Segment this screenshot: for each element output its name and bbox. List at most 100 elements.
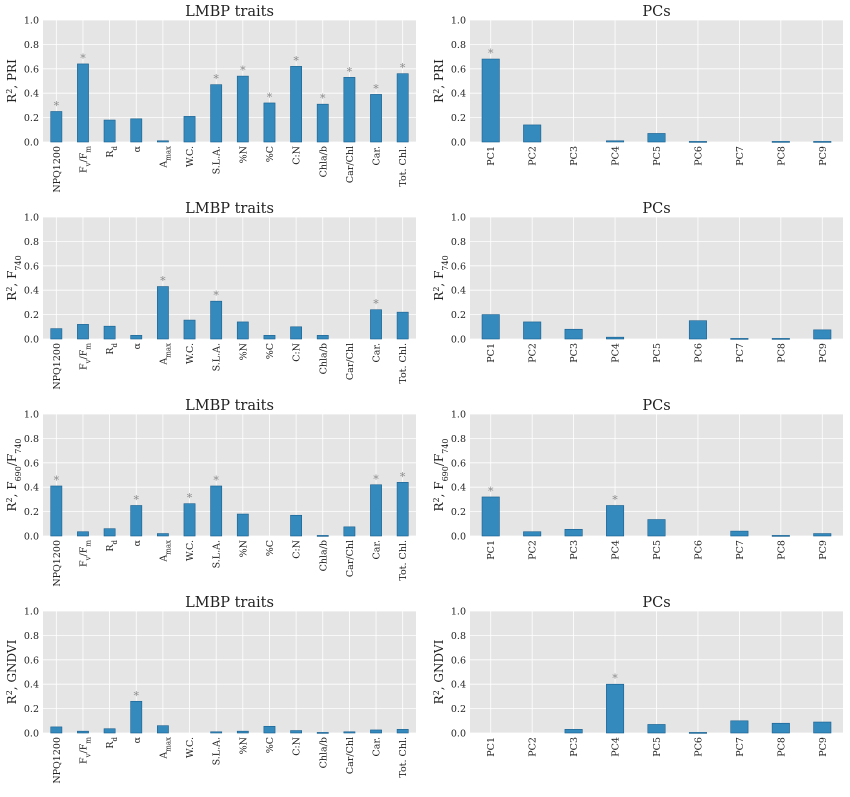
y-tick-label: 0.4 — [451, 286, 466, 297]
significance-mark: * — [373, 82, 379, 95]
significance-mark: * — [187, 492, 193, 505]
significance-mark: * — [160, 275, 166, 288]
panel-title: LMBP traits — [185, 595, 274, 611]
x-tick-label: Car. — [372, 146, 383, 165]
bar-PC9 — [813, 533, 832, 537]
bar-W.C. — [183, 116, 196, 143]
bar-PC8 — [771, 338, 790, 340]
y-tick-label: 1.0 — [451, 607, 466, 618]
bar-S.L.A. — [210, 731, 223, 734]
x-tick-label: PC7 — [735, 737, 746, 757]
x-tick-label: Fv/Fm — [78, 737, 92, 764]
y-tick-label: 0.4 — [24, 89, 39, 100]
x-tick-label: PC7 — [735, 343, 746, 363]
bar-PC7 — [730, 338, 749, 340]
x-tick-label: PC6 — [693, 343, 704, 363]
bar-Amax — [156, 286, 169, 340]
y-tick-label: 0.2 — [24, 507, 39, 518]
x-tick-label: Amax — [158, 540, 172, 563]
x-tick-label: Car. — [372, 343, 383, 362]
bar-Amax — [156, 533, 169, 537]
significance-mark: * — [612, 494, 618, 507]
x-tick-label: Car. — [372, 737, 383, 756]
bar-PC1 — [481, 496, 500, 537]
x-tick-label: C:N — [292, 737, 303, 756]
x-tick-label: α — [132, 736, 143, 743]
y-tick-label: 0.0 — [24, 335, 39, 346]
y-tick-label: 0.4 — [24, 286, 39, 297]
bar-PC6 — [688, 732, 707, 734]
bar-PC8 — [771, 535, 790, 537]
x-tick-label: Fv/Fm — [78, 343, 92, 370]
bar-%N — [236, 513, 249, 537]
bar-Rd — [103, 728, 116, 734]
x-tick-label: C:N — [292, 343, 303, 362]
bar-α — [130, 335, 143, 340]
chart-panel-3: * * * 0.0 0.2 0.4 0.6 0.8 1.0 NPQ1200 Fv/Fm Rd α Amax… — [5, 201, 416, 390]
chart-panel-5: * * * * * * 0.0 0.2 0.4 0.6 0.8 1.0 NPQ1200 Fv/Fm Rd α A… — [5, 398, 416, 587]
x-tick-label: PC2 — [528, 540, 539, 560]
bar-PC9 — [813, 141, 832, 143]
x-tick-label: Car/Chl — [345, 146, 356, 183]
x-tick-label: Tot. Chl. — [398, 737, 409, 778]
x-tick-label: Rd — [105, 736, 119, 748]
bar-%C — [263, 102, 276, 143]
x-tick-label: Fv/Fm — [78, 540, 92, 567]
bar-Car/Chl — [343, 731, 356, 734]
y-tick-label: 0.8 — [451, 434, 466, 445]
x-tick-label: Car/Chl — [345, 737, 356, 774]
bar-S.L.A. — [210, 300, 223, 340]
bar-Chla/b — [316, 335, 329, 340]
y-tick-label: 0.8 — [24, 631, 39, 642]
bar-Amax — [156, 725, 169, 734]
x-tick-label: PC1 — [486, 343, 497, 363]
y-axis-label: R2, F740 — [432, 255, 450, 300]
bar-NPQ1200 — [50, 726, 63, 734]
y-tick-label: 0.8 — [451, 631, 466, 642]
chart-panel-8: * 0.0 0.2 0.4 0.6 0.8 1.0 PC1 PC2 PC3 PC4 PC5 PC6 PC7… — [432, 595, 843, 757]
bar-PC6 — [688, 320, 707, 340]
x-tick-label: PC6 — [693, 146, 704, 166]
bar-Tot. Chl. — [396, 311, 409, 340]
significance-mark: * — [213, 289, 219, 302]
x-tick-label: %N — [238, 737, 249, 754]
x-tick-label: Amax — [158, 737, 172, 760]
y-tick-label: 1.0 — [24, 213, 39, 224]
bar-Rd — [103, 528, 116, 537]
y-tick-label: 0.0 — [24, 138, 39, 149]
significance-mark: * — [612, 672, 618, 685]
bar-W.C. — [183, 319, 196, 340]
significance-mark: * — [293, 54, 299, 67]
bar-Chla/b — [316, 732, 329, 734]
x-tick-label: PC9 — [818, 146, 829, 166]
y-tick-label: 0.4 — [451, 89, 466, 100]
x-tick-label: PC1 — [486, 540, 497, 560]
x-tick-label: Tot. Chl. — [398, 146, 409, 187]
y-tick-label: 0.8 — [24, 40, 39, 51]
bar-PC7 — [730, 530, 749, 537]
x-tick-label: Chla/b — [318, 146, 329, 177]
x-tick-label: Amax — [158, 146, 172, 169]
x-tick-label: PC8 — [776, 343, 787, 363]
y-axis-label: R2, PRI — [5, 59, 20, 103]
y-tick-label: 0.4 — [451, 680, 466, 691]
y-tick-label: 0.2 — [451, 113, 466, 124]
bar-PC7 — [730, 720, 749, 734]
bar-PC2 — [523, 531, 542, 537]
y-tick-label: 0.8 — [24, 237, 39, 248]
y-tick-label: 0.0 — [451, 138, 466, 149]
bar-PC1 — [481, 58, 500, 143]
panel-title: PCs — [642, 595, 670, 611]
y-axis-label: R2, F690/F740 — [432, 438, 450, 511]
y-tick-label: 0.6 — [451, 458, 466, 469]
plot-area — [43, 414, 416, 536]
x-tick-label: PC9 — [818, 343, 829, 363]
x-tick-label: PC4 — [611, 343, 622, 363]
y-tick-label: 0.0 — [451, 335, 466, 346]
panel-title: LMBP traits — [185, 201, 274, 217]
bar-C:N — [290, 66, 303, 143]
significance-mark: * — [54, 474, 60, 487]
x-tick-label: PC6 — [693, 737, 704, 757]
significance-mark: * — [80, 52, 86, 65]
x-tick-label: W.C. — [185, 540, 196, 561]
